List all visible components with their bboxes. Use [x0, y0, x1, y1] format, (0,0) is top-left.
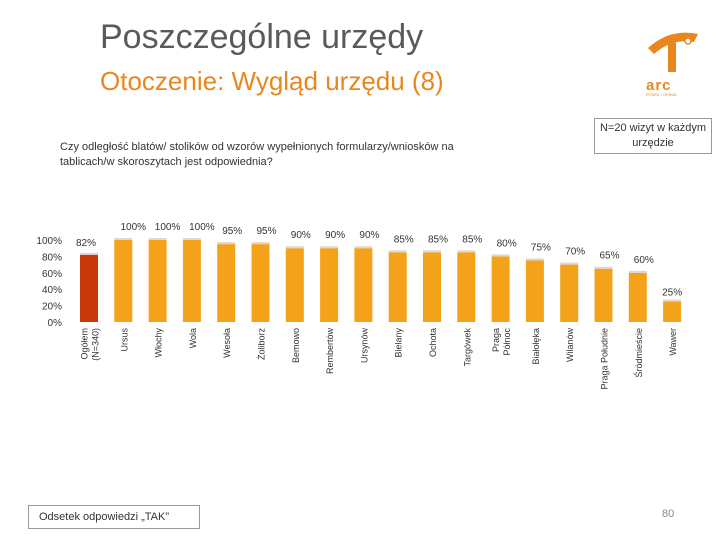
bar-cap: [423, 250, 441, 253]
category-label: Ursynów: [359, 328, 369, 364]
bar: [525, 260, 544, 322]
category-label: Ogółem: [80, 328, 90, 360]
category-label: Białołęka: [531, 328, 541, 365]
data-label: 95%: [222, 226, 242, 237]
y-tick-label: 60%: [42, 269, 62, 280]
bar-cap: [663, 299, 682, 302]
bar-cap: [80, 252, 98, 255]
bar: [594, 268, 613, 322]
data-label: 85%: [462, 234, 482, 245]
bar: [388, 252, 407, 322]
bar: [628, 272, 647, 322]
bar: [320, 248, 339, 322]
data-label: 95%: [256, 226, 276, 237]
bar-cap: [457, 250, 476, 253]
data-label: 60%: [634, 255, 654, 266]
page-number: 80: [662, 508, 675, 520]
bar-cap: [114, 238, 133, 240]
data-label: 80%: [497, 238, 517, 249]
category-label: Rembertów: [325, 328, 335, 375]
bar: [182, 240, 201, 322]
bar: [423, 252, 441, 322]
category-label: Bielany: [394, 328, 404, 358]
data-label: 85%: [394, 234, 414, 245]
data-label: 65%: [599, 251, 619, 262]
bar: [491, 256, 510, 322]
logo-subtext: RYNEK I OPINIA: [646, 92, 677, 97]
data-label: 100%: [121, 222, 147, 233]
bar: [457, 252, 476, 322]
y-tick-label: 0%: [48, 318, 63, 329]
data-label: 75%: [531, 243, 551, 254]
chart-question: Czy odległość blatów/ stolików od wzorów…: [60, 141, 454, 168]
logo-text: arc: [646, 77, 672, 94]
category-label: Wola: [188, 328, 198, 348]
bar-cap: [388, 250, 407, 253]
bar-cap: [285, 246, 304, 249]
page-subtitle: Otoczenie: Wygląd urzędu (8): [100, 66, 444, 96]
data-label: 70%: [565, 247, 585, 258]
y-tick-label: 20%: [42, 302, 62, 313]
bar-cap: [491, 254, 510, 257]
category-label: Północ: [502, 328, 512, 356]
category-label: Włochy: [154, 328, 164, 358]
category-label: Targówek: [462, 328, 472, 367]
bar-cap: [217, 242, 236, 245]
category-label: Ochota: [428, 328, 438, 357]
data-label: 25%: [662, 288, 682, 299]
bar-cap: [628, 270, 647, 273]
category-label: Praga Południe: [600, 328, 610, 390]
bar: [354, 248, 373, 322]
legend-box: Odsetek odpowiedzi „TAK”: [28, 505, 200, 529]
data-label: 90%: [291, 230, 311, 241]
category-label: Ursus: [119, 328, 129, 352]
bar: [80, 254, 98, 322]
bar-cap: [320, 246, 339, 249]
bar-cap: [182, 238, 201, 240]
bar-cap: [560, 262, 579, 265]
y-tick-label: 100%: [36, 236, 62, 247]
data-label: 100%: [155, 222, 181, 233]
bar-cap: [525, 258, 544, 261]
bar: [560, 264, 579, 322]
data-label: 90%: [359, 230, 379, 241]
bar: [148, 240, 167, 322]
bar-cap: [594, 266, 613, 269]
bar: [217, 244, 236, 322]
bar-cap: [251, 242, 270, 245]
category-label: Praga: [491, 328, 501, 352]
bar: [663, 301, 682, 322]
sample-note: N=20 wizyt w każdym urzędzie: [594, 118, 712, 154]
data-label: 82%: [76, 238, 96, 249]
category-label: Śródmieście: [633, 328, 644, 378]
data-label: 100%: [189, 222, 215, 233]
category-label: Wawer: [668, 328, 678, 356]
category-label: Żoliborz: [257, 328, 267, 361]
category-label: Bemowo: [291, 328, 301, 363]
bar: [251, 244, 270, 322]
y-tick-label: 80%: [42, 252, 62, 263]
bar: [285, 248, 304, 322]
y-tick-label: 40%: [42, 285, 62, 296]
arc-logo-icon: [648, 32, 698, 72]
data-label: 85%: [428, 234, 448, 245]
bar: [114, 240, 133, 322]
page-title: Poszczególne urzędy: [100, 18, 424, 56]
category-label: Wesoła: [222, 328, 232, 358]
data-label: 90%: [325, 230, 345, 241]
bar-cap: [354, 246, 373, 249]
category-label: Wilanów: [565, 328, 575, 363]
category-label: (N=340): [91, 328, 101, 361]
bar-cap: [148, 238, 167, 240]
